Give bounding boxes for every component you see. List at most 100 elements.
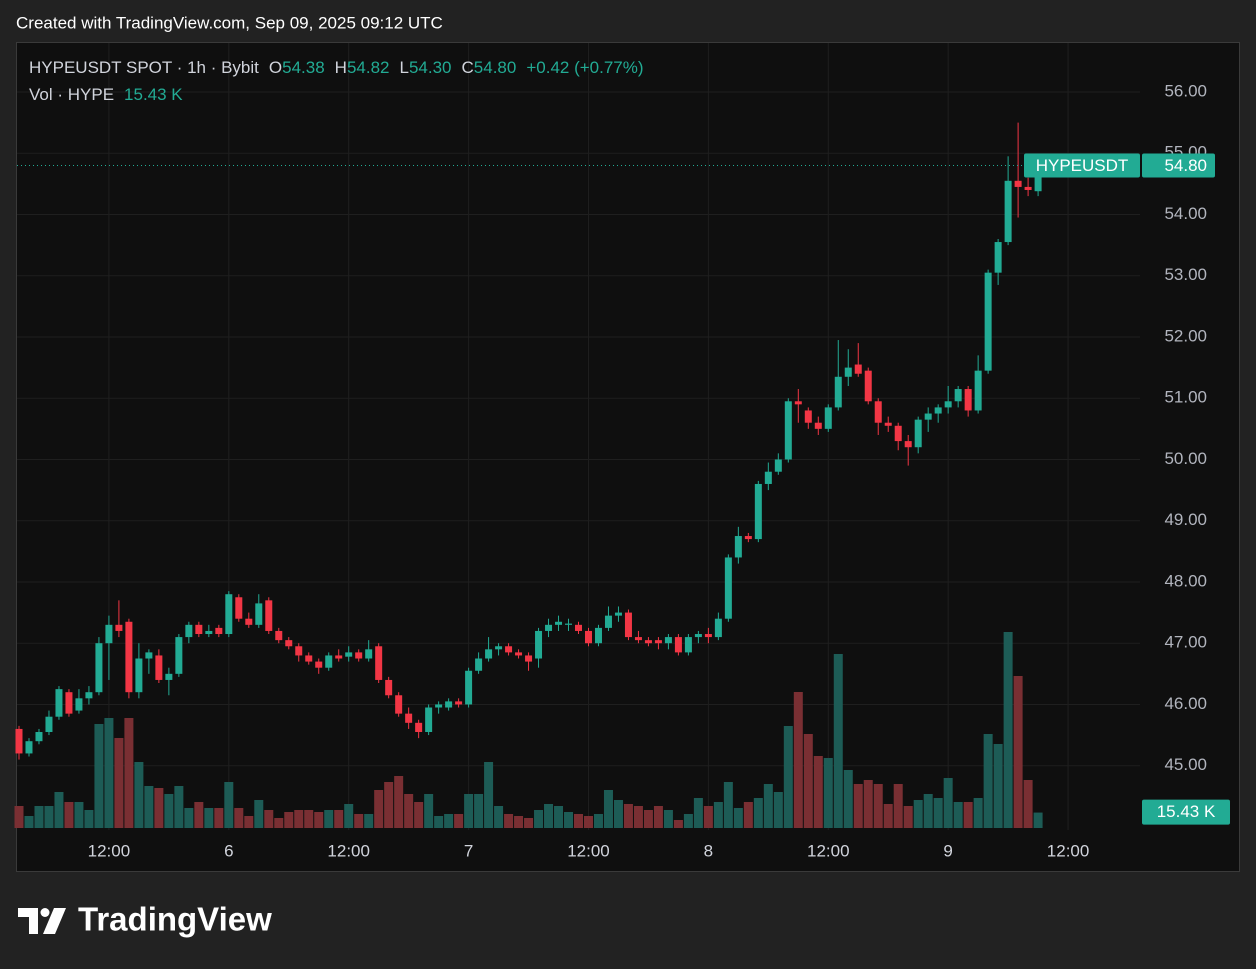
volume-bar [973,798,983,828]
candle-body [355,652,363,659]
candle-body [754,483,762,540]
volume-bar [703,806,713,828]
candle-body [165,673,173,680]
volume-bar [224,782,234,828]
volume-bar [464,794,474,828]
volume-bar [583,816,593,828]
volume-bar [643,810,653,828]
volume-bar [693,798,703,828]
volume-bar [174,786,184,828]
volume-bar [923,794,933,828]
volume-bar [564,812,574,828]
volume-bar [933,798,943,828]
candle-body [65,692,73,714]
candle-body [235,597,243,619]
grid [17,43,1140,830]
candle-body [325,655,333,668]
volume-bar [613,800,623,828]
volume-bar [314,812,324,828]
y-tick-label: 51.00 [1164,388,1207,407]
volume-bar [494,806,504,828]
candle-body [954,389,962,402]
volume-bar [404,794,414,828]
legend-change: +0.42 (+0.77%) [526,58,643,77]
volume-bar [114,738,124,828]
volume-bar [44,806,54,828]
volume-bar [813,756,823,828]
candle-body [505,646,513,653]
candle-body [594,627,602,644]
candle-body [584,630,592,644]
volume-bar [424,794,434,828]
legend-l-label: L [400,58,409,77]
volume-bar [753,798,763,828]
volume-bar [623,804,633,828]
volume-bar [304,810,314,828]
candle-body [95,643,103,693]
candle-body [475,658,483,671]
legend-h-label: H [335,58,347,77]
volume-bar [104,718,114,828]
volume-bar [504,814,514,828]
volume-bar [663,810,673,828]
volume-bar [434,816,444,828]
volume-bar [84,810,94,828]
candle-body [195,624,203,635]
logo-slash [43,908,66,934]
volume-bar [863,780,873,828]
candle-body [545,624,553,631]
candle-body [215,627,223,635]
price-tag: 54.80 [1164,156,1207,175]
x-tick-label: 8 [704,841,713,860]
volume-bar [94,724,104,828]
y-tick-label: 46.00 [1164,694,1207,713]
volume-bar [963,802,973,828]
candle-body [15,728,23,754]
legend-c-label: C [462,58,474,77]
price-tag-box [1142,153,1215,178]
candle-body [644,640,652,644]
volume-bar [793,692,803,828]
volume-bar [214,808,224,828]
volume-bar [14,806,24,828]
volume-bar [743,802,753,828]
volume-bar [883,804,893,828]
y-tick-label: 56.00 [1164,81,1207,100]
volume-bar [544,804,554,828]
candle-body [974,370,982,411]
volume-bar [24,816,34,828]
volume-bar [953,802,963,828]
legend-o-label: O [269,58,282,77]
volume-bar [34,806,44,828]
volume-pane [14,632,1043,828]
candle-body [145,652,153,659]
candle-body [744,536,752,540]
x-tick-label: 9 [943,841,952,860]
volume-bar [334,810,344,828]
volume-bar [204,808,214,828]
candle-body [714,618,722,638]
y-tick-label: 53.00 [1164,265,1207,284]
candle-body [485,649,493,659]
candle-body [105,624,113,644]
volume-bar [164,794,174,828]
y-tick-label: 50.00 [1164,449,1207,468]
y-tick-label: 49.00 [1164,510,1207,529]
legend-o: 54.38 [282,58,325,77]
volume-bar [74,802,84,828]
candle-body [664,637,672,644]
volume-bar [394,776,404,828]
legend-h: 54.82 [347,58,390,77]
candle-body [904,441,912,448]
volume-bar [853,784,863,828]
candle-body [874,401,882,423]
candle-body [984,272,992,371]
volume-bar [943,778,953,828]
candle-body [794,401,802,405]
chart-title: Created with TradingView.com, Sep 09, 20… [16,13,443,32]
candle-body [724,557,732,619]
volume-bar [414,802,424,828]
candle-body [674,637,682,653]
y-tick-label: 45.00 [1164,755,1207,774]
